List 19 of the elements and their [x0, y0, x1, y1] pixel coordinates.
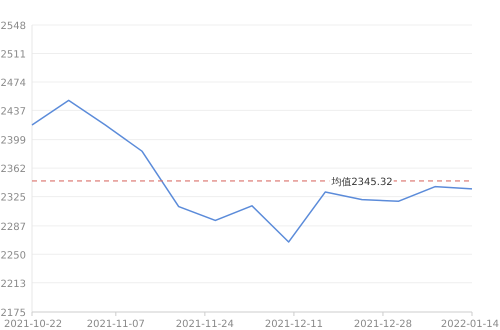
y-tick-label: 2175 — [0, 308, 26, 319]
y-tick-label: 2437 — [0, 106, 26, 118]
y-tick-label: 2325 — [0, 192, 26, 204]
x-tick-label: 2021-11-24 — [176, 319, 234, 330]
y-tick-label: 2250 — [0, 250, 26, 262]
x-tick-label: 2021-12-11 — [264, 319, 323, 330]
y-tick-label: 2287 — [0, 222, 26, 233]
line-series — [31, 100, 473, 243]
y-tick-label: 2399 — [0, 136, 26, 147]
y-tick-label: 2474 — [0, 78, 26, 89]
y-tick-label: 2213 — [0, 278, 26, 290]
y-tick-label: 2511 — [0, 49, 26, 60]
ref-line-label: 均值2345.32 — [330, 176, 393, 188]
x-tick-label: 2021-10-22 — [4, 319, 62, 330]
y-tick-label: 2362 — [0, 164, 26, 176]
x-tick-label: 2021-12-28 — [354, 319, 412, 330]
x-tick-label: 2022-01-14 — [440, 319, 499, 330]
y-tick-label: 2548 — [0, 21, 26, 32]
x-tick-label: 2021-11-07 — [86, 319, 145, 330]
